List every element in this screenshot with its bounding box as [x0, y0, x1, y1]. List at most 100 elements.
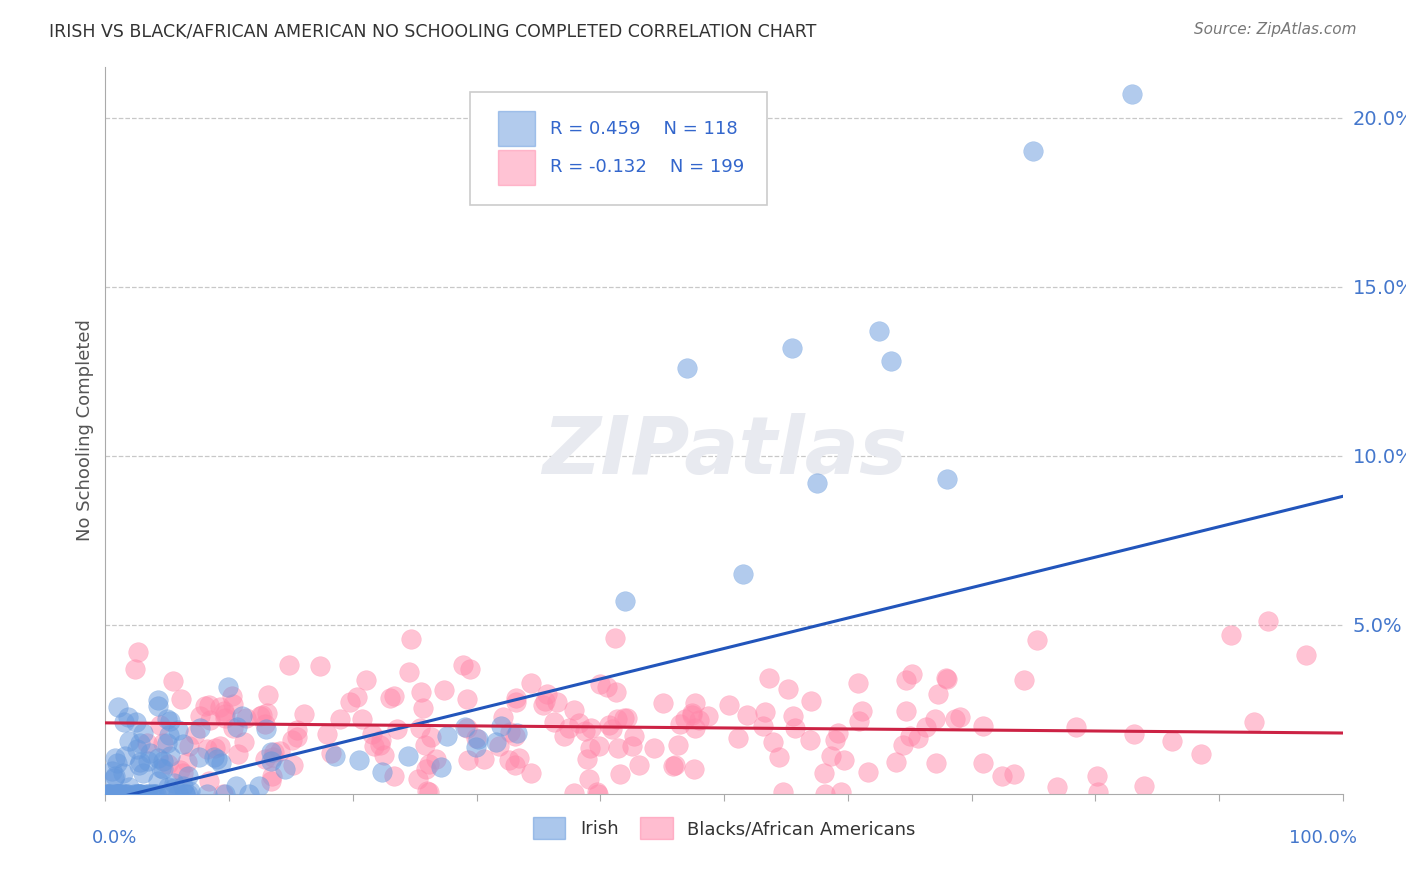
Point: [117, 710, 139, 724]
Point: [177, 739, 200, 753]
Point: [519, 766, 541, 780]
Point: [129, 736, 152, 750]
Point: [108, 787, 131, 801]
Point: [814, 787, 837, 801]
Point: [253, 752, 276, 766]
Point: [506, 726, 529, 740]
Point: [323, 749, 346, 764]
Point: [214, 787, 236, 801]
Point: [225, 780, 247, 794]
Point: [605, 685, 627, 699]
Point: [578, 772, 600, 787]
Point: [827, 726, 849, 740]
Point: [614, 594, 637, 608]
Point: [346, 690, 368, 705]
Point: [1133, 779, 1156, 793]
Point: [683, 762, 706, 776]
Point: [418, 757, 440, 772]
Point: [588, 739, 610, 753]
Point: [260, 745, 283, 759]
Point: [104, 787, 127, 801]
Point: [907, 731, 929, 745]
Point: [824, 732, 846, 747]
Point: [613, 711, 636, 725]
Point: [1295, 648, 1317, 663]
Point: [139, 787, 162, 801]
Point: [162, 673, 184, 688]
Point: [464, 731, 486, 746]
Point: [226, 747, 249, 761]
Point: [256, 706, 278, 720]
Point: [457, 753, 479, 767]
Point: [217, 680, 239, 694]
Point: [935, 672, 957, 686]
Point: [1025, 633, 1047, 648]
Point: [373, 748, 395, 763]
Point: [425, 752, 447, 766]
Point: [891, 738, 914, 752]
Point: [666, 738, 689, 752]
Point: [600, 722, 623, 736]
Point: [127, 645, 149, 659]
Point: [107, 700, 129, 714]
Point: [125, 714, 148, 729]
Point: [458, 662, 481, 676]
Point: [172, 737, 194, 751]
Point: [281, 733, 304, 747]
Point: [128, 758, 150, 772]
Point: [152, 762, 174, 776]
Point: [100, 787, 122, 801]
Point: [1046, 780, 1069, 794]
Point: [456, 722, 478, 736]
Point: [498, 753, 520, 767]
Point: [309, 659, 332, 673]
Point: [125, 787, 148, 801]
Point: [1085, 769, 1108, 783]
Point: [419, 730, 441, 744]
Point: [115, 787, 138, 801]
Point: [222, 722, 245, 736]
Point: [735, 707, 758, 722]
Point: [681, 706, 703, 721]
Point: [157, 756, 180, 771]
Point: [385, 722, 408, 736]
Point: [152, 754, 174, 768]
Point: [370, 733, 392, 747]
Point: [543, 714, 565, 729]
Point: [531, 698, 554, 713]
Point: [259, 774, 281, 789]
Point: [257, 688, 280, 702]
Point: [157, 787, 180, 801]
Point: [382, 689, 405, 703]
Legend: Irish, Blacks/African Americans: Irish, Blacks/African Americans: [526, 810, 922, 847]
Point: [112, 787, 135, 801]
Point: [758, 671, 780, 685]
Point: [368, 738, 391, 752]
Point: [673, 712, 696, 726]
Point: [292, 707, 315, 722]
Point: [103, 772, 125, 786]
Point: [772, 784, 794, 798]
Point: [1243, 714, 1265, 729]
Point: [782, 709, 804, 723]
Point: [254, 722, 277, 736]
Point: [162, 775, 184, 789]
Point: [533, 694, 555, 708]
Point: [247, 779, 270, 793]
Point: [943, 712, 966, 726]
Point: [972, 756, 994, 771]
Point: [467, 731, 489, 746]
Point: [1123, 726, 1146, 740]
Point: [413, 738, 436, 752]
Point: [139, 746, 162, 760]
Point: [208, 699, 231, 714]
Point: [167, 787, 190, 801]
Point: [96, 787, 118, 801]
Point: [488, 739, 510, 754]
Point: [170, 691, 193, 706]
Point: [250, 708, 273, 723]
Point: [225, 720, 247, 734]
Point: [813, 765, 835, 780]
Point: [141, 787, 163, 801]
Point: [112, 787, 135, 801]
